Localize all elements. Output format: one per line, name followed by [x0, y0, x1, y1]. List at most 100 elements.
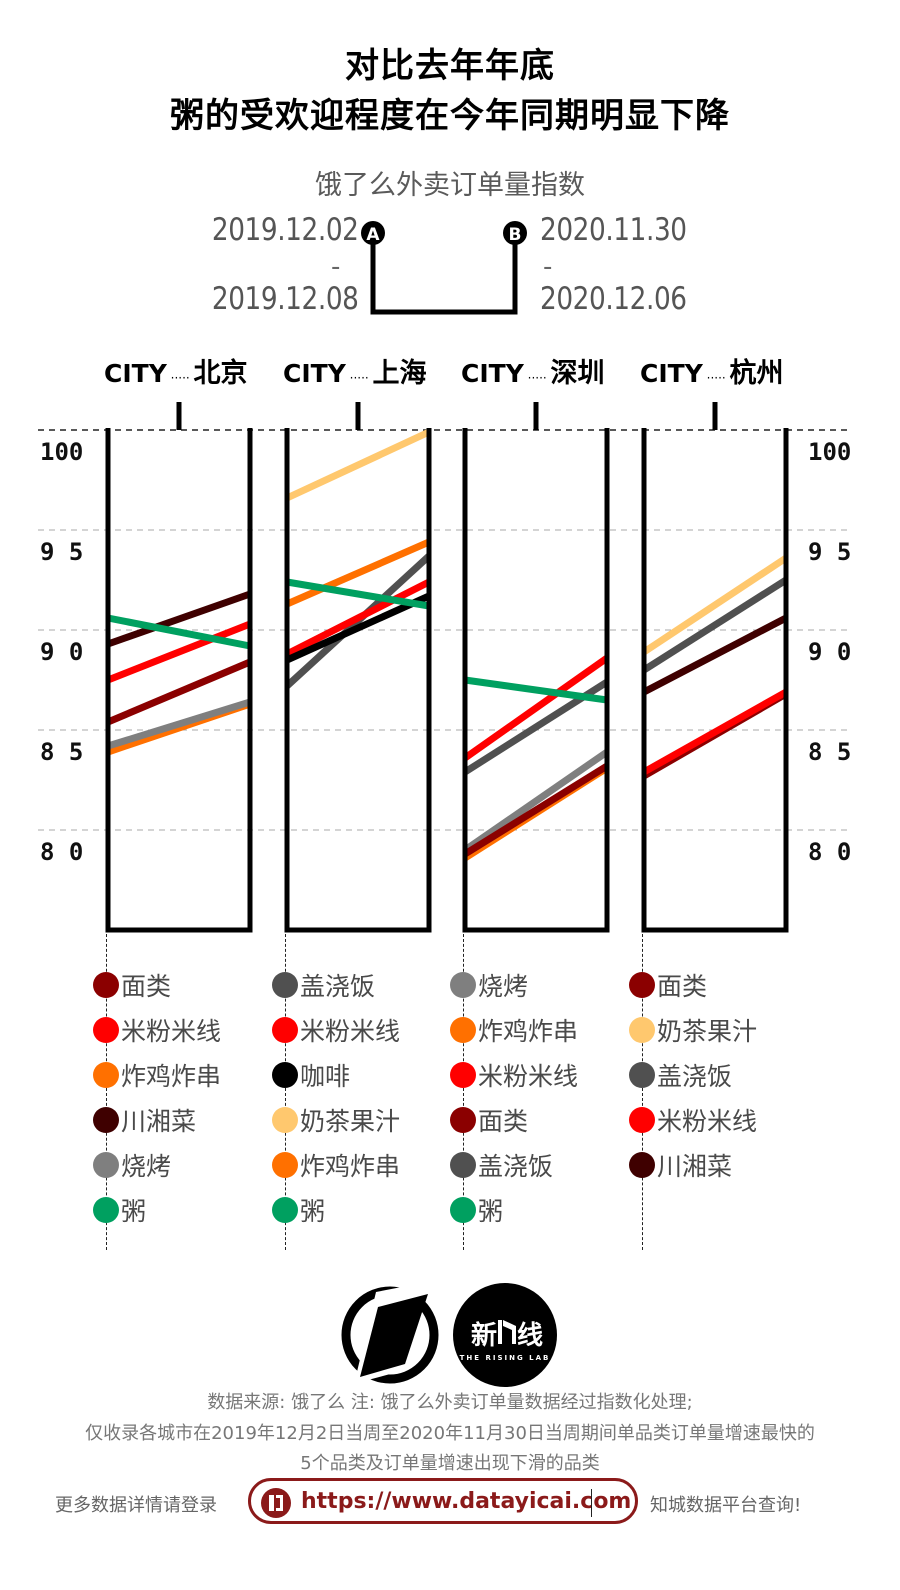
city-dots: ····· [346, 371, 373, 385]
marker-b-label: B [509, 225, 522, 245]
legend-swatch [450, 1107, 476, 1133]
legend-swatch [272, 1017, 298, 1043]
title-line-2: 粥的受欢迎程度在今年同期明显下降 [170, 96, 730, 136]
legend-item: 咖啡 [272, 1060, 351, 1091]
legend-label: 咖啡 [300, 1062, 351, 1091]
legend-swatch [93, 1017, 119, 1043]
legend-swatch [629, 1017, 655, 1043]
url-text[interactable]: https://www.datayicai.com [301, 1489, 632, 1514]
datayicai-logo-icon [261, 1488, 291, 1518]
logo-char-xin: 新 [471, 1320, 497, 1351]
legend-label: 盖浇饭 [300, 972, 376, 1001]
chart-subtitle: 饿了么外卖订单量指数 [315, 170, 585, 201]
legend-item: 面类 [93, 970, 171, 1001]
series-line-盖浇饭 [642, 577, 788, 673]
legend-label: 米粉米线 [478, 1062, 579, 1091]
legend-item: 盖浇饭 [272, 970, 376, 1001]
series-line-米粉米线 [462, 655, 610, 761]
series-line-面类 [463, 763, 609, 857]
legend-label: 米粉米线 [121, 1017, 222, 1046]
y-tick-label-left: 100 [40, 438, 83, 466]
period-a-separator: - [331, 252, 341, 282]
legend-swatch [629, 1062, 655, 1088]
series-line-粥 [107, 614, 251, 650]
bracket-line [370, 233, 518, 315]
marker-a-circle [361, 221, 385, 245]
period-a-start: 2019.12.02 [211, 212, 359, 248]
legend-label: 炸鸡炸串 [121, 1062, 222, 1091]
slope-chart: 100 100 9 5 9 5 9 0 9 0 8 5 8 5 8 0 8 0 CITY ·····… [38, 357, 851, 933]
y-tick-label-right: 9 5 [808, 538, 851, 566]
rising-lab-logo-icon: 新 线 THE RISING LAB [453, 1283, 557, 1387]
footer-source: 数据来源: 饿了么 注: 饿了么外卖订单量数据经过指数化处理; [207, 1392, 693, 1413]
legend-item: 川湘菜 [629, 1150, 733, 1181]
legend-swatch [272, 972, 298, 998]
panel-frame [284, 428, 432, 933]
url-link[interactable]: https://www.datayicai.com [248, 1478, 638, 1524]
series-line-米粉米线 [285, 578, 431, 658]
legend-item: 川湘菜 [93, 1105, 197, 1136]
legend-label: 炸鸡炸串 [300, 1152, 401, 1181]
legend-swatch [93, 1197, 119, 1223]
y-tick-label-left: 9 5 [40, 538, 83, 566]
legend-label: 烧烤 [478, 972, 529, 1001]
panel-frame [105, 428, 253, 933]
legend-label: 川湘菜 [121, 1107, 197, 1136]
footer-note-2: 5个品类及订单量增速出现下滑的品类 [300, 1453, 600, 1474]
series-line-炸鸡炸串 [285, 538, 431, 608]
legend-swatch [450, 1197, 476, 1223]
legend-item: 烧烤 [450, 970, 529, 1001]
legend-swatch [450, 1017, 476, 1043]
panel-frame [641, 428, 789, 933]
series-line-奶茶果汁 [285, 428, 431, 502]
legend-item: 粥 [450, 1195, 504, 1226]
marker-a-label: A [366, 225, 380, 245]
series-line-烧烤 [463, 749, 609, 853]
more-info-prefix: 更多数据详情请登录 [55, 1495, 217, 1516]
city-label: CITY ····· 上海 [283, 358, 427, 389]
legend-item: 炸鸡炸串 [93, 1060, 222, 1091]
legend-swatch [450, 972, 476, 998]
logo-char-xian: 线 [517, 1321, 543, 1351]
series-line-川湘菜 [642, 614, 788, 696]
legend-swatch [629, 1152, 655, 1178]
legend-item: 米粉米线 [450, 1060, 579, 1091]
y-tick-label-right: 100 [808, 438, 851, 466]
period-a-end: 2019.12.08 [211, 281, 359, 317]
legend-swatch [272, 1062, 298, 1088]
legend-item: 粥 [93, 1195, 146, 1226]
legend-item: 面类 [450, 1105, 528, 1136]
series-line-奶茶果汁 [642, 555, 788, 655]
legend-label: 粥 [478, 1197, 504, 1226]
legend-swatch [450, 1062, 476, 1088]
legend-label: 川湘菜 [657, 1152, 733, 1181]
legend-item: 米粉米线 [272, 1015, 400, 1046]
city-label: CITY ····· 深圳 [461, 358, 605, 389]
more-info-suffix: 知城数据平台查询! [650, 1495, 802, 1516]
legend-guide-line [463, 934, 464, 1250]
city-label: CITY ····· 北京 [104, 357, 248, 389]
period-b-end: 2020.12.06 [540, 281, 687, 317]
legend-guide-line [285, 934, 286, 1250]
legend-item: 粥 [272, 1195, 326, 1226]
logos: 新 线 THE RISING LAB [341, 1283, 557, 1387]
legend-label: 粥 [300, 1197, 326, 1226]
legend-label: 炸鸡炸串 [478, 1017, 579, 1046]
y-tick-label-right: 9 0 [808, 638, 851, 666]
city-label: CITY ····· 杭州 [640, 357, 784, 389]
footer-note-1: 仅收录各城市在2019年12月2日当周至2020年11月30日当周期间单品类订单… [85, 1423, 815, 1444]
city-prefix: CITY [461, 359, 525, 388]
legend-swatch [93, 1062, 119, 1088]
legend-item: 烧烤 [93, 1150, 171, 1181]
legend-swatch [450, 1152, 476, 1178]
legend-label: 米粉米线 [657, 1107, 758, 1136]
city-dots: ····· [167, 371, 194, 385]
city-prefix: CITY [283, 359, 347, 388]
series-line-咖啡 [285, 592, 431, 664]
city-name: 北京 [194, 357, 248, 389]
legend-label: 盖浇饭 [478, 1152, 554, 1181]
city-name: 杭州 [730, 357, 784, 389]
city-name: 上海 [373, 358, 427, 389]
legend-swatch [272, 1197, 298, 1223]
panel-frame [462, 428, 610, 933]
